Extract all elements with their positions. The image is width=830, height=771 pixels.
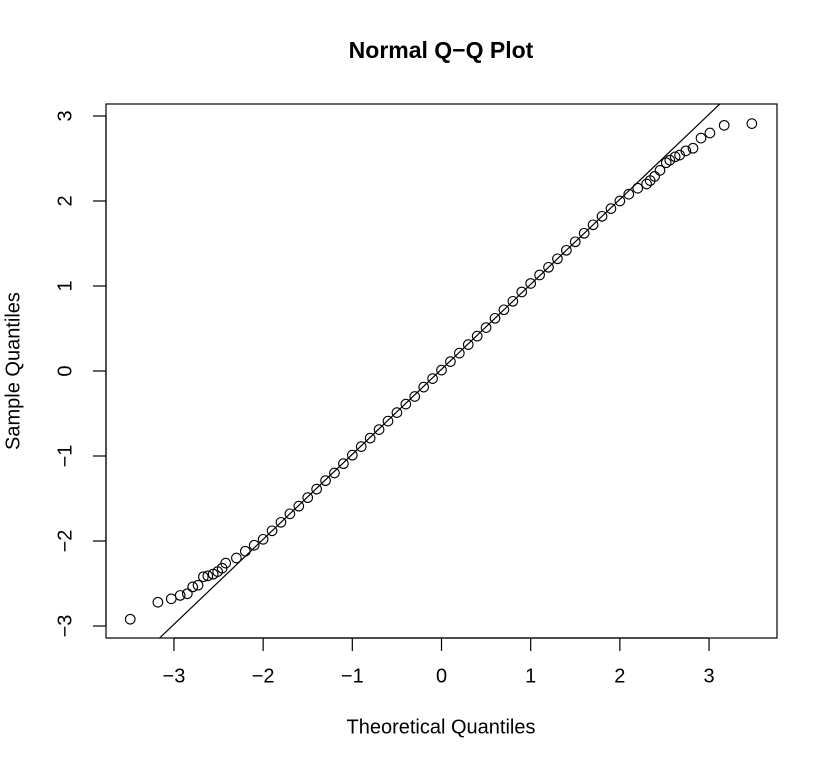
point — [152, 596, 164, 608]
point — [587, 219, 599, 231]
point — [181, 588, 193, 600]
point — [409, 391, 421, 402]
point — [373, 424, 385, 436]
x-tick-label: 3 — [703, 665, 714, 687]
y-tick-label: 3 — [54, 110, 76, 121]
y-axis-label: Sample Quantiles — [2, 292, 24, 450]
point — [198, 571, 209, 583]
point — [664, 154, 676, 166]
point — [248, 539, 260, 551]
point — [239, 545, 251, 557]
chart-title: Normal Q−Q Plot — [349, 37, 534, 63]
point — [266, 525, 278, 537]
point — [257, 533, 269, 545]
point — [649, 170, 660, 182]
point — [669, 151, 681, 163]
point — [453, 347, 465, 359]
point — [427, 373, 438, 385]
point — [605, 203, 617, 214]
point — [346, 449, 358, 461]
point — [525, 278, 537, 289]
point — [552, 253, 563, 265]
point — [382, 415, 394, 427]
point — [338, 458, 349, 470]
point — [220, 557, 232, 569]
point — [364, 432, 376, 444]
point — [400, 398, 412, 410]
point — [507, 295, 519, 307]
point — [320, 475, 331, 487]
point — [695, 132, 707, 144]
y-tick-label: −1 — [54, 445, 76, 468]
x-axis-label: Theoretical Quantiles — [347, 716, 536, 738]
point — [462, 339, 474, 350]
point — [569, 236, 581, 248]
plot-frame — [105, 103, 778, 639]
point — [704, 127, 716, 139]
point — [293, 500, 305, 512]
point — [355, 441, 367, 453]
point — [124, 613, 136, 625]
y-tick-label: 0 — [54, 365, 76, 376]
x-tick-label: −2 — [252, 665, 275, 687]
point — [202, 570, 214, 582]
point — [561, 244, 572, 256]
x-tick-label: 2 — [614, 665, 625, 687]
point — [329, 467, 340, 479]
point — [418, 381, 430, 393]
point — [641, 178, 652, 190]
point — [498, 304, 510, 316]
point — [471, 330, 483, 342]
point — [302, 492, 314, 504]
point — [445, 356, 456, 367]
x-tick-label: 1 — [525, 665, 536, 687]
point — [284, 508, 296, 520]
point — [187, 581, 199, 593]
point — [596, 210, 608, 222]
point — [436, 364, 447, 376]
point — [480, 322, 492, 333]
point — [311, 483, 322, 495]
point — [489, 312, 501, 324]
x-tick-label: 0 — [436, 665, 447, 687]
plot-area — [124, 104, 758, 638]
point — [516, 286, 528, 298]
point — [654, 165, 666, 176]
point — [614, 195, 626, 207]
point — [718, 119, 730, 131]
point — [687, 142, 699, 154]
y-tick-label: −3 — [54, 615, 76, 638]
point — [391, 407, 403, 419]
x-tick-label: −3 — [163, 665, 186, 687]
point — [275, 516, 287, 528]
point — [192, 579, 204, 591]
point — [165, 593, 177, 605]
point — [578, 227, 590, 239]
point — [632, 182, 644, 194]
point — [231, 552, 242, 564]
point — [746, 118, 758, 129]
point — [623, 188, 635, 200]
reference-line — [158, 104, 721, 638]
point — [660, 157, 672, 169]
point — [174, 590, 186, 601]
point — [543, 261, 554, 273]
y-tick-label: 1 — [54, 280, 76, 291]
x-tick-label: −1 — [341, 665, 364, 687]
point — [534, 269, 545, 281]
y-tick-label: −2 — [54, 530, 76, 553]
point — [680, 145, 692, 157]
y-tick-label: 2 — [54, 195, 76, 206]
